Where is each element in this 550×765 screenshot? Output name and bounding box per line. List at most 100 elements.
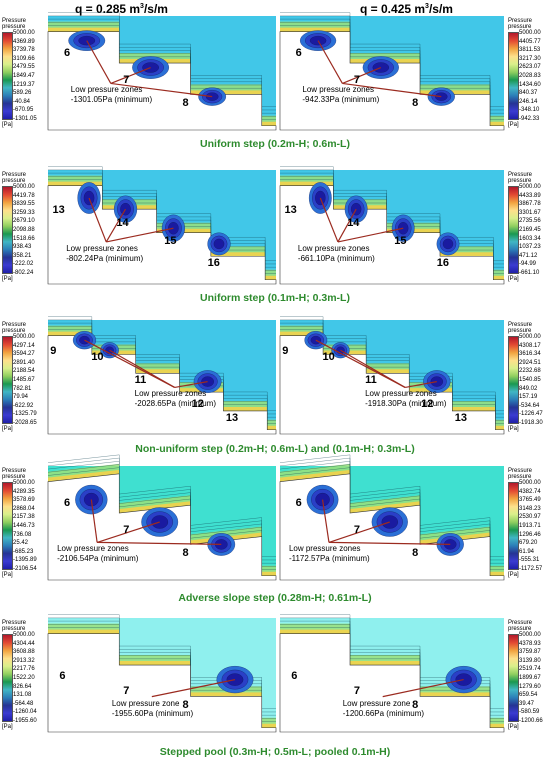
step-number: 8 [412,546,419,559]
pressure-legend: Pressure pressure 5000.00 4419.78 3839.55 325… [2,172,44,282]
legend-tick: 4297.14 [13,342,35,349]
contour-line [48,166,276,261]
left-column-header: q = 0.285 m3/s/m [75,2,168,16]
legend-tick: 2217.76 [13,666,35,673]
legend-tick: 3839.55 [13,201,35,208]
legend-tick: 736.08 [13,531,32,538]
legend-tick: 2530.97 [519,514,541,521]
pointer-arrow [86,40,112,84]
legend-tick: 840.37 [519,90,538,97]
step-number: 8 [182,546,189,559]
pressure-legend: Pressure pressure 5000.00 4297.14 3594.27 289… [2,322,44,432]
legend-tick: 3616.34 [519,351,541,358]
step-number: 13 [454,411,467,424]
low-pressure-zone [207,232,231,256]
step-number: 16 [436,257,450,270]
step-number: 6 [291,669,298,682]
legend-tick: 3259.33 [13,209,35,216]
pointer-arrow [88,197,107,243]
pointer-arrow [105,208,127,243]
legend-colorbar [2,186,13,274]
step-number: 16 [207,257,220,270]
contour-panel-4-left: 6 7 8 Low pressure zones -2106.54Pa (minimum… [47,454,277,581]
legend-tick: 1434.60 [519,81,541,88]
legend-tick: 3109.66 [13,55,35,62]
legend-tick: -1260.04 [13,709,37,716]
low-pressure-zone [68,30,106,51]
legend-tick: -802.24 [13,270,34,276]
pressure-legend: Pressure pressure 5000.00 4433.89 3867.78 330… [508,172,550,282]
pointer-arrow [328,521,390,543]
low-pressure-zone [113,195,138,223]
legend-unit: [Pa] [508,426,519,432]
step-geometry [47,185,277,285]
pointer-arrow [342,82,442,98]
legend-tick: 5000.00 [519,184,541,190]
legend-title: Pressure pressure [508,172,533,184]
step-number: 8 [412,96,419,109]
step-number: 14 [116,217,129,230]
legend-tick: -1325.79 [13,411,37,418]
legend-tick: 826.64 [13,683,32,690]
low-pressure-zone [216,666,254,694]
legend-title: Pressure pressure [2,18,27,30]
legend-tick: -40.84 [13,98,31,105]
step-number: 15 [394,234,407,247]
legend-unit: [Pa] [2,276,13,282]
legend-colorbar [2,336,13,424]
legend-tick: 5000.00 [13,632,35,638]
legend-tick: 4382.74 [519,488,541,495]
legend-tick: 131.08 [13,692,32,699]
legend-tick: 2735.56 [519,218,541,225]
step-number: 7 [123,685,130,698]
legend-unit: [Pa] [2,426,13,432]
legend-title: Pressure pressure [2,620,27,632]
pointer-arrow [317,40,343,84]
legend-tick: -564.48 [13,700,34,707]
legend-tick: 3739.78 [13,47,35,54]
legend-colorbar [2,32,13,120]
legend-tick: 3594.27 [13,351,35,358]
legend-tick: 1849.47 [13,73,35,79]
contour-panel-2-right: 13 14 15 16 Low pressure zones -661.10Pa (min… [279,166,505,285]
pressure-legend: Pressure pressure 5000.00 4405.77 3811.53 321… [508,18,550,128]
pointer-arrow [109,349,175,388]
legend-tick: 3765.49 [519,497,541,504]
legend-tick: 5000.00 [13,184,35,190]
pointer-arrow [96,521,160,543]
legend-tick: 2479.55 [13,64,35,71]
contour-plot [47,454,277,581]
pointer-arrow [106,227,174,243]
low-pressure-zone [306,484,339,515]
legend-tick: 25.42 [13,540,29,547]
legend-colorbar [508,482,519,570]
legend-tick: 1899.67 [519,675,541,681]
legend-tick: 1913.71 [519,523,541,529]
legend-tick: 2028.83 [519,73,541,79]
row-caption: Uniform step (0.2m-H; 0.6m-L) [200,138,350,150]
low-pressure-label: Low pressure zones -2106.54Pa (minimum) [57,544,139,564]
contour-band [280,463,504,576]
pressure-legend: Pressure pressure 5000.00 4304.44 3608.88 291… [2,620,44,730]
low-pressure-label: Low pressure zones -1301.05Pa (minimum) [70,85,153,105]
legend-tick: 659.54 [519,692,538,699]
contour-band [48,463,276,576]
step-number: 12 [421,398,434,411]
contour-panel-4-right: 6 7 8 Low pressure zones -1172.57Pa (minimum… [279,454,505,581]
contour-line [280,316,504,411]
step-number: 13 [225,411,239,424]
legend-tick: 1540.85 [519,377,541,383]
step-number: 12 [191,398,204,411]
legend-tick: 2519.74 [519,666,541,673]
pressure-legend: Pressure pressure 5000.00 4308.17 3616.34 292… [508,322,550,432]
legend-tick: 4369.89 [13,38,35,45]
legend-tick: 5000.00 [13,480,35,486]
legend-tick: -94.99 [519,261,537,268]
legend-tick: 1219.37 [13,81,35,88]
pointer-arrow [319,197,339,243]
legend-tick: -1955.60 [13,718,37,724]
contour-plot [279,166,505,285]
low-pressure-zone [207,533,236,556]
legend-tick: 471.12 [519,252,538,259]
legend-tick: 4308.17 [519,342,541,349]
